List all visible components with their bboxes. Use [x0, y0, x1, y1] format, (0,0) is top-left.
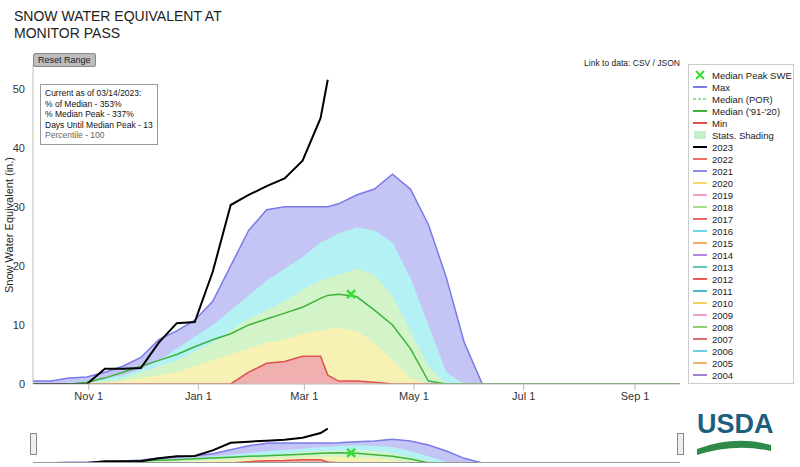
svg-text:0: 0	[19, 378, 25, 390]
svg-text:Sep 1: Sep 1	[621, 390, 650, 402]
svg-text:Jul 1: Jul 1	[512, 390, 535, 402]
html-text:% of Median - 353%: % of Median - 353%	[45, 98, 122, 109]
svg-text:USDA: USDA	[697, 409, 774, 439]
html-text:Min: Min	[712, 117, 728, 129]
html-text:2015: 2015	[712, 237, 734, 249]
html-text:Max: Max	[712, 81, 730, 93]
html-text:Reset Range: Reset Range	[38, 55, 91, 65]
html-text:2009: 2009	[712, 309, 734, 321]
html-text:2008: 2008	[712, 321, 734, 333]
svg-text:Jan 1: Jan 1	[185, 390, 212, 402]
html-text:Current as of 03/14/2023:: Current as of 03/14/2023:	[45, 88, 142, 98]
html-text:2022: 2022	[712, 153, 734, 165]
html-text:2013: 2013	[712, 261, 734, 273]
html-text:2021: 2021	[712, 165, 734, 177]
html-text:2018: 2018	[712, 201, 734, 213]
html-text:Percentile - 100: Percentile - 100	[45, 130, 105, 140]
svg-text:May 1: May 1	[399, 390, 429, 402]
html-text:2005: 2005	[712, 357, 734, 369]
html-text:2019: 2019	[712, 189, 734, 201]
html-text:2012: 2012	[712, 273, 734, 285]
html-text:2004: 2004	[712, 369, 734, 381]
html-text:Days Until Median Peak - 13: Days Until Median Peak - 13	[45, 119, 153, 130]
html-text:Snow Water Equivalent (in.): Snow Water Equivalent (in.)	[3, 157, 15, 293]
html-text:Median (POR): Median (POR)	[712, 93, 773, 105]
html-text:2020: 2020	[712, 177, 734, 189]
svg-text:Nov 1: Nov 1	[74, 390, 103, 402]
html-text:2023: 2023	[712, 141, 734, 153]
html-text:Median ('91-'20): Median ('91-'20)	[712, 105, 781, 117]
html-text:2014: 2014	[712, 249, 734, 261]
html-text:2016: 2016	[712, 225, 734, 237]
svg-text:50: 50	[13, 83, 25, 95]
svg-text:40: 40	[13, 142, 25, 154]
svg-text:10: 10	[13, 319, 25, 331]
html-text:2006: 2006	[712, 345, 734, 357]
html-text:% Median Peak - 337%: % Median Peak - 337%	[45, 109, 134, 119]
svg-text:20: 20	[12, 259, 25, 272]
html-text:Link to data: CSV / JSON: Link to data: CSV / JSON	[584, 58, 680, 68]
html-text:Median Peak SWE: Median Peak SWE	[712, 69, 792, 81]
html-text:SNOW WATER EQUIVALENT AT MONIT: SNOW WATER EQUIVALENT AT MONITOR PASS	[14, 8, 222, 41]
html-text:2007: 2007	[712, 333, 734, 345]
html-text:2011: 2011	[712, 285, 733, 297]
svg-text:30: 30	[12, 200, 25, 213]
html-text:2017: 2017	[712, 213, 734, 225]
svg-text:Mar 1: Mar 1	[290, 390, 318, 402]
html-text:Stats. Shading: Stats. Shading	[712, 129, 774, 141]
html-text:2010: 2010	[712, 297, 734, 309]
